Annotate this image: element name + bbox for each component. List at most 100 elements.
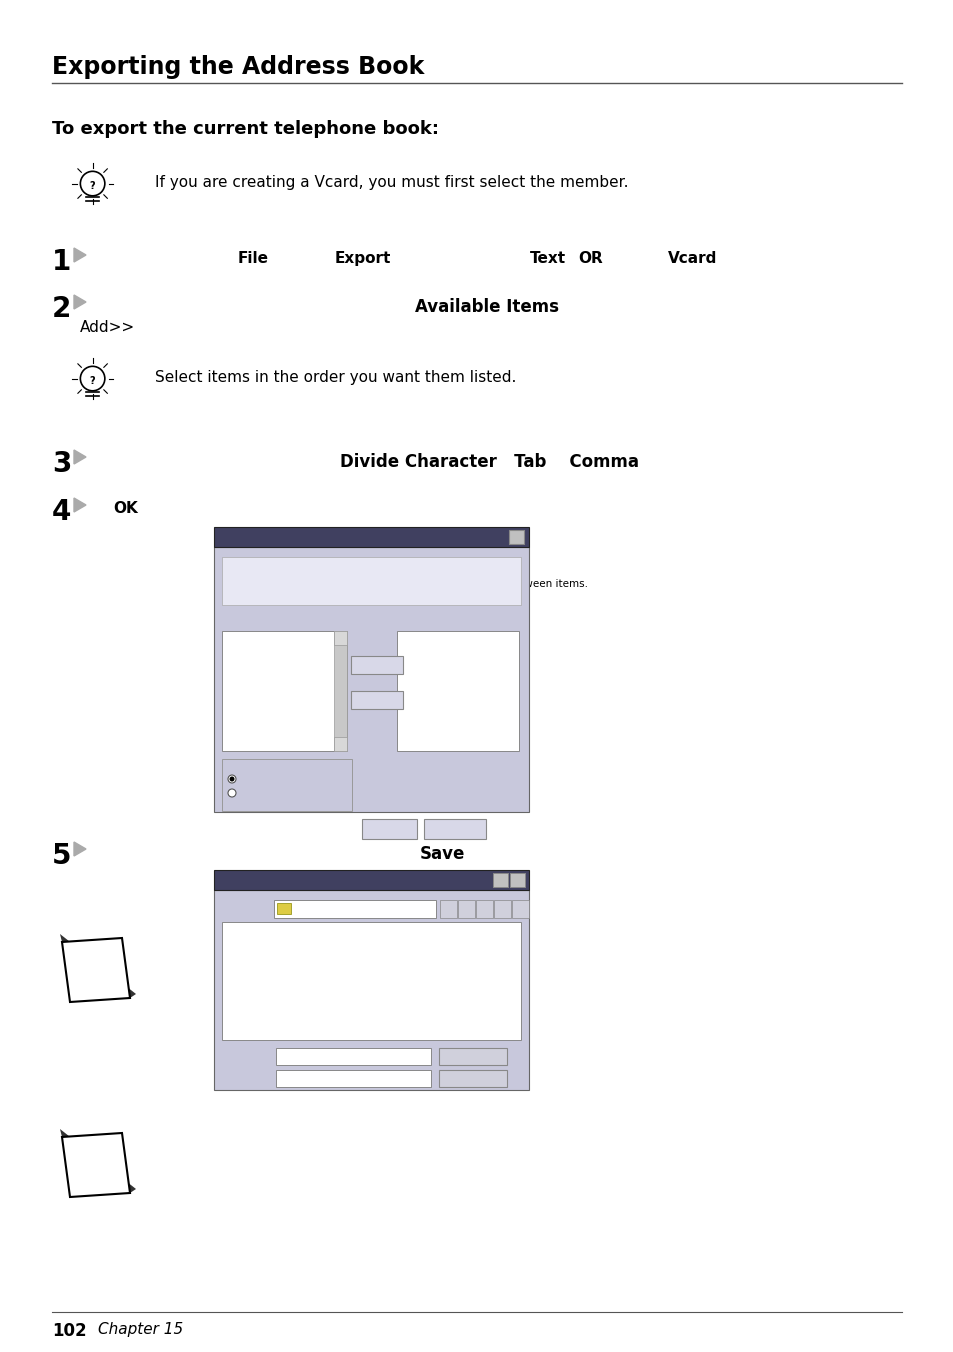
Text: Comma: Comma: [239, 790, 282, 800]
Bar: [510, 873, 524, 887]
Bar: [396, 631, 518, 750]
Text: If you are creating a Vcard, you must first select the member.: If you are creating a Vcard, you must fi…: [154, 174, 628, 191]
Bar: [423, 819, 485, 840]
Text: Job Title: Job Title: [224, 677, 263, 687]
Text: ?: ?: [90, 376, 95, 385]
Text: Select Items: Select Items: [220, 531, 293, 544]
Polygon shape: [74, 450, 86, 464]
Text: 1: 1: [52, 247, 71, 276]
Text: Save: Save: [461, 1051, 489, 1061]
Text: Divide Character   Tab    Comma: Divide Character Tab Comma: [339, 453, 639, 470]
Text: 2: 2: [52, 295, 71, 323]
Text: Export: Export: [335, 251, 391, 266]
Circle shape: [228, 775, 235, 783]
Text: City: City: [224, 698, 243, 708]
Text: x: x: [513, 531, 518, 541]
Polygon shape: [74, 295, 86, 310]
Bar: [361, 819, 416, 840]
Polygon shape: [62, 938, 130, 1002]
Bar: [476, 900, 493, 918]
Text: You can select the separator character to be inserted between items.: You can select the separator character t…: [226, 579, 587, 589]
Text: Chapter 15: Chapter 15: [98, 1322, 183, 1337]
Text: Select items in the order you want to list.: Select items in the order you want to li…: [226, 565, 442, 575]
Text: Tab: Tab: [239, 776, 257, 786]
Text: Text file (*.csv): Text file (*.csv): [278, 1073, 356, 1083]
Text: Text: Text: [530, 251, 565, 266]
Text: Name: Name: [224, 635, 253, 645]
Circle shape: [228, 790, 235, 796]
Text: Save As: Save As: [220, 873, 267, 887]
Bar: [493, 873, 507, 887]
Bar: [222, 758, 352, 811]
Text: OK: OK: [378, 823, 395, 836]
Bar: [213, 548, 529, 813]
Text: Vcard: Vcard: [667, 251, 717, 266]
Text: ▼: ▼: [418, 1075, 426, 1086]
Text: ?: ?: [497, 873, 502, 884]
Text: Add>>: Add>>: [80, 320, 135, 335]
Bar: [213, 527, 529, 548]
Text: Available Items: Available Items: [415, 297, 558, 316]
Bar: [351, 691, 402, 708]
Text: 3: 3: [52, 450, 71, 479]
Bar: [334, 631, 347, 750]
Bar: [275, 1069, 431, 1087]
Text: Department: Department: [224, 667, 283, 676]
Text: Business Phone: Business Phone: [224, 740, 300, 750]
Bar: [334, 737, 347, 750]
Text: Save: Save: [419, 845, 465, 863]
Polygon shape: [74, 842, 86, 856]
Text: 102: 102: [52, 1322, 87, 1340]
Bar: [457, 900, 475, 918]
Text: Add >>: Add >>: [358, 658, 399, 669]
Bar: [494, 900, 511, 918]
Polygon shape: [62, 1133, 130, 1197]
Text: File name:: File name:: [222, 1051, 279, 1061]
Polygon shape: [60, 934, 136, 998]
Bar: [276, 903, 291, 914]
Bar: [509, 530, 523, 544]
Polygon shape: [60, 1129, 136, 1192]
Text: OR: OR: [578, 251, 602, 266]
Text: Divide Character: Divide Character: [228, 764, 322, 773]
Text: Cancel: Cancel: [436, 823, 476, 836]
Text: Exporting the Address Book: Exporting the Address Book: [52, 55, 424, 78]
Circle shape: [230, 776, 234, 781]
Bar: [438, 1069, 506, 1087]
Polygon shape: [74, 247, 86, 262]
Bar: [351, 656, 402, 675]
Text: OK: OK: [112, 502, 137, 516]
Text: My Documents: My Documents: [294, 903, 372, 913]
Text: Select items in the order you want them listed.: Select items in the order you want them …: [154, 370, 516, 385]
Text: Cancel: Cancel: [456, 1073, 494, 1083]
Text: Save as type:: Save as type:: [222, 1073, 297, 1083]
Text: Zip Code/Post Code: Zip Code/Post Code: [224, 719, 319, 729]
Text: Save in:: Save in:: [222, 903, 267, 913]
Bar: [222, 922, 520, 1040]
Bar: [439, 900, 456, 918]
Text: 5: 5: [52, 842, 71, 869]
Text: To export the current telephone book:: To export the current telephone book:: [52, 120, 438, 138]
Text: Street Address: Street Address: [224, 688, 295, 698]
Text: Company: Company: [224, 656, 270, 667]
Text: File: File: [237, 251, 269, 266]
Text: Title: Title: [224, 645, 245, 656]
Bar: [275, 1048, 431, 1065]
Bar: [222, 557, 520, 604]
Text: State/Province: State/Province: [224, 708, 294, 718]
Bar: [274, 900, 436, 918]
Text: x: x: [514, 873, 519, 884]
Bar: [213, 869, 529, 890]
Bar: [213, 890, 529, 1090]
Text: 4: 4: [52, 498, 71, 526]
Text: Country/Region: Country/Region: [224, 730, 299, 740]
Bar: [334, 631, 347, 645]
Bar: [222, 631, 347, 750]
Text: Selected Items: Selected Items: [398, 615, 481, 625]
Text: ?: ?: [90, 181, 95, 191]
Text: Available Items: Available Items: [224, 615, 309, 625]
Text: ▼: ▼: [420, 904, 428, 915]
Bar: [438, 1048, 506, 1065]
Bar: [512, 900, 529, 918]
Polygon shape: [74, 498, 86, 512]
